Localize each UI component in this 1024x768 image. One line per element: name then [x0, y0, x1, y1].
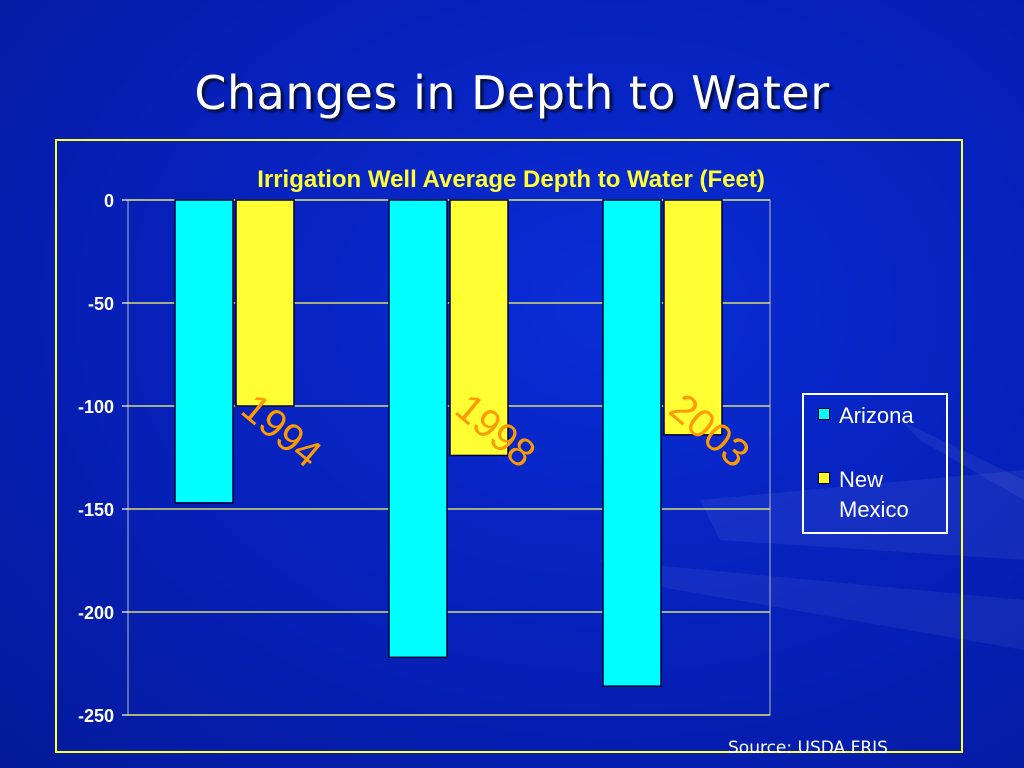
bar-arizona-2003 [602, 199, 662, 687]
legend-swatch-new-mexico [818, 472, 830, 484]
bar-new-mexico-1994 [235, 199, 295, 407]
chart-legend: Arizona New Mexico [802, 393, 948, 534]
bar-new-mexico-2003 [663, 199, 723, 436]
legend-item-new-mexico: New Mexico [818, 465, 945, 525]
y-tick-label: -50 [88, 294, 114, 314]
bar-new-mexico-1998 [449, 199, 509, 457]
legend-swatch-arizona [818, 408, 830, 420]
slide-title: Changes in Depth to Water [194, 66, 830, 120]
chart-title: Irrigation Well Average Depth to Water (… [257, 166, 765, 193]
y-tick-label: -250 [78, 706, 114, 726]
y-tick-label: -200 [78, 603, 114, 623]
bar-arizona-1994 [174, 199, 234, 504]
chart-frame [55, 139, 963, 753]
y-tick-label: -100 [78, 397, 114, 417]
bar-arizona-1998 [388, 199, 448, 659]
legend-label-arizona: Arizona [839, 403, 914, 428]
legend-label-new-mexico: New Mexico [839, 467, 909, 522]
y-tick-label: -150 [78, 500, 114, 520]
source-note: Source: USDA FRIS [728, 738, 888, 758]
legend-item-arizona: Arizona [818, 401, 945, 431]
y-tick-label: 0 [104, 191, 114, 211]
